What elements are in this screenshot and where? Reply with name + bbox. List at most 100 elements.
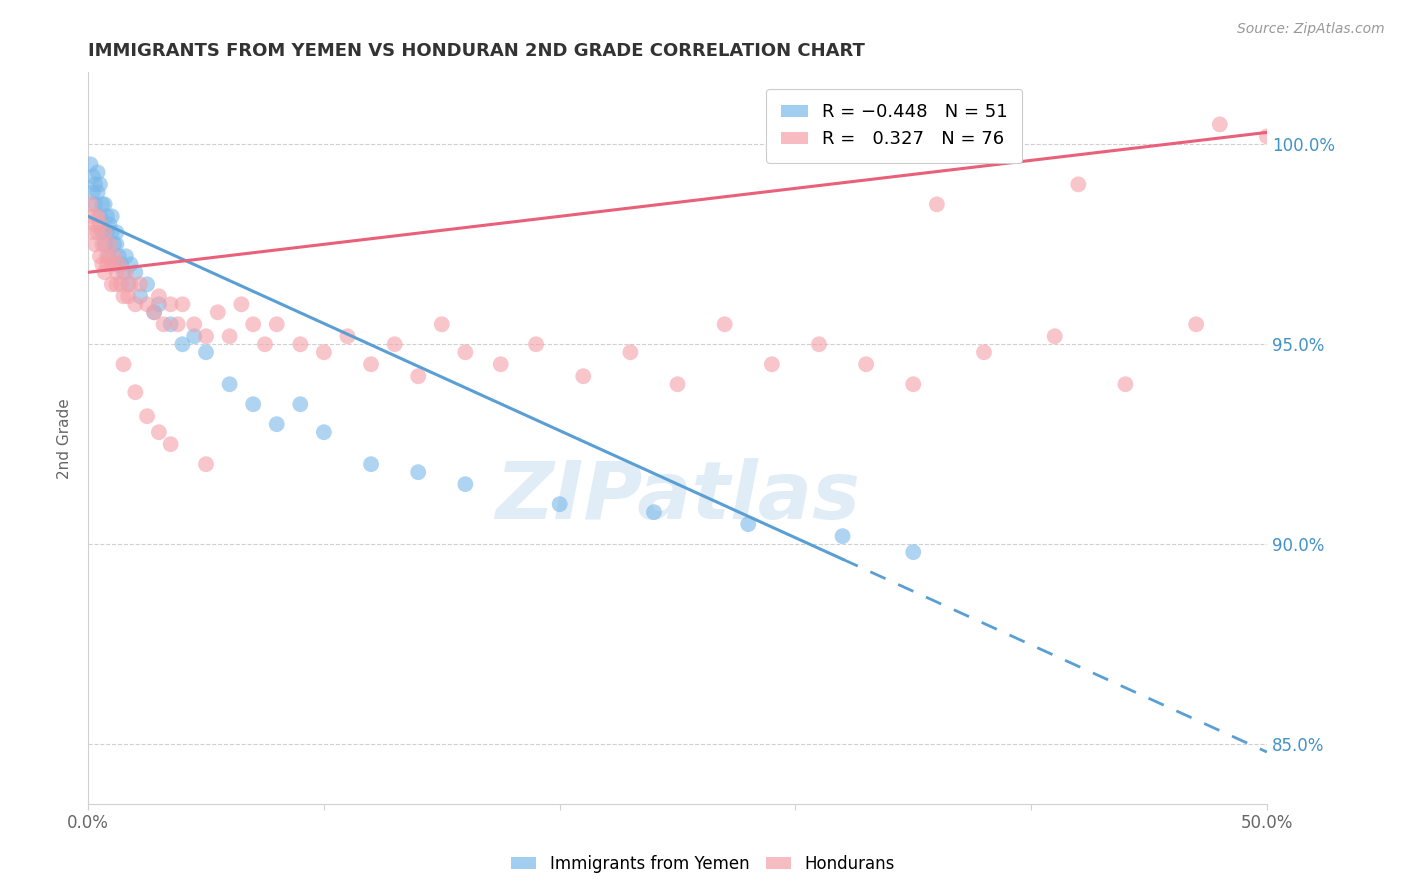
Point	[1114, 377, 1136, 392]
Point	[454, 477, 477, 491]
Point	[98, 249, 121, 263]
Point	[120, 257, 142, 271]
Point	[143, 305, 166, 319]
Point	[86, 165, 108, 179]
Point	[207, 305, 229, 319]
Point	[831, 529, 853, 543]
Point	[84, 237, 107, 252]
Point	[91, 237, 114, 252]
Point	[115, 265, 138, 279]
Point	[231, 297, 253, 311]
Point	[84, 217, 107, 231]
Point	[136, 297, 159, 311]
Point	[124, 265, 146, 279]
Point	[93, 265, 115, 279]
Point	[195, 457, 218, 471]
Point	[107, 249, 129, 263]
Point	[100, 277, 122, 292]
Point	[159, 437, 181, 451]
Point	[266, 318, 288, 332]
Point	[100, 210, 122, 224]
Point	[489, 357, 512, 371]
Point	[172, 297, 194, 311]
Point	[96, 225, 118, 239]
Point	[96, 257, 118, 271]
Point	[166, 318, 188, 332]
Point	[84, 197, 107, 211]
Point	[148, 289, 170, 303]
Point	[79, 197, 101, 211]
Point	[548, 497, 571, 511]
Point	[903, 545, 925, 559]
Point	[89, 249, 111, 263]
Point	[93, 197, 115, 211]
Point	[103, 249, 125, 263]
Point	[1209, 117, 1232, 131]
Point	[242, 318, 264, 332]
Point	[159, 297, 181, 311]
Point	[666, 377, 689, 392]
Point	[406, 465, 429, 479]
Point	[242, 397, 264, 411]
Point	[195, 345, 218, 359]
Point	[737, 517, 759, 532]
Point	[572, 369, 595, 384]
Point	[112, 289, 135, 303]
Point	[136, 409, 159, 424]
Point	[115, 249, 138, 263]
Point	[807, 337, 830, 351]
Point	[290, 337, 312, 351]
Point	[713, 318, 735, 332]
Point	[117, 289, 139, 303]
Point	[82, 210, 104, 224]
Point	[266, 417, 288, 432]
Point	[93, 225, 115, 239]
Point	[218, 329, 240, 343]
Point	[105, 225, 128, 239]
Text: IMMIGRANTS FROM YEMEN VS HONDURAN 2ND GRADE CORRELATION CHART: IMMIGRANTS FROM YEMEN VS HONDURAN 2ND GR…	[89, 42, 865, 60]
Point	[1067, 178, 1090, 192]
Point	[973, 345, 995, 359]
Point	[124, 385, 146, 400]
Point	[86, 210, 108, 224]
Point	[148, 425, 170, 440]
Point	[253, 337, 276, 351]
Point	[312, 345, 335, 359]
Point	[105, 277, 128, 292]
Point	[89, 178, 111, 192]
Text: Source: ZipAtlas.com: Source: ZipAtlas.com	[1237, 22, 1385, 37]
Point	[218, 377, 240, 392]
Point	[384, 337, 406, 351]
Point	[360, 357, 382, 371]
Point	[312, 425, 335, 440]
Point	[110, 257, 132, 271]
Point	[925, 197, 948, 211]
Point	[183, 318, 205, 332]
Point	[96, 210, 118, 224]
Point	[619, 345, 641, 359]
Legend: R = −0.448   N = 51, R =   0.327   N = 76: R = −0.448 N = 51, R = 0.327 N = 76	[766, 89, 1022, 162]
Point	[100, 257, 122, 271]
Point	[107, 257, 129, 271]
Point	[1185, 318, 1208, 332]
Point	[152, 318, 174, 332]
Point	[148, 297, 170, 311]
Point	[91, 225, 114, 239]
Point	[105, 265, 128, 279]
Point	[98, 237, 121, 252]
Point	[103, 237, 125, 252]
Point	[290, 397, 312, 411]
Point	[89, 217, 111, 231]
Point	[129, 277, 152, 292]
Point	[430, 318, 453, 332]
Point	[855, 357, 877, 371]
Point	[103, 257, 125, 271]
Point	[1043, 329, 1066, 343]
Point	[117, 277, 139, 292]
Point	[136, 277, 159, 292]
Point	[82, 169, 104, 184]
Point	[86, 225, 108, 239]
Point	[195, 329, 218, 343]
Legend: Immigrants from Yemen, Hondurans: Immigrants from Yemen, Hondurans	[505, 848, 901, 880]
Point	[903, 377, 925, 392]
